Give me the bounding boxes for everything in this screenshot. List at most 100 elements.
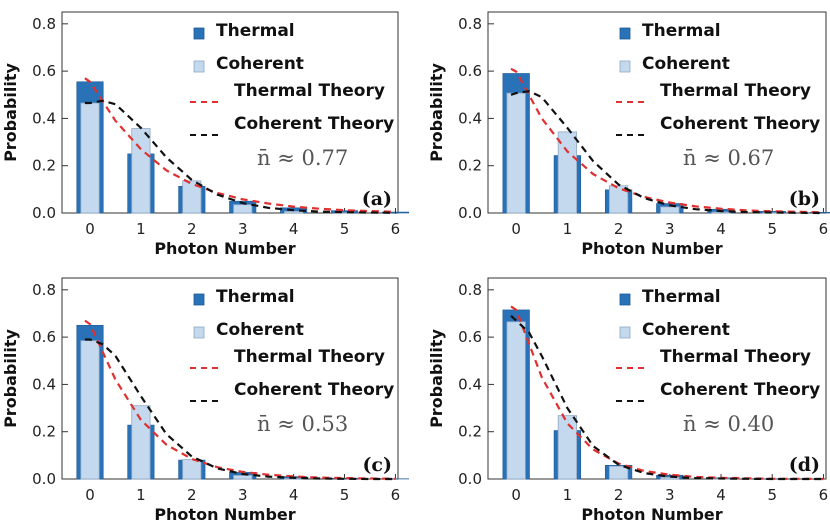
coherent-bar <box>182 180 202 214</box>
legend-entry: Thermal <box>642 21 721 41</box>
coherent-bar <box>182 459 202 480</box>
x-tick-label: 2 <box>187 220 197 238</box>
x-tick-label: 6 <box>391 486 401 504</box>
x-tick-label: 3 <box>665 220 675 238</box>
coherent-bar <box>608 465 629 480</box>
legend-swatch <box>193 293 205 306</box>
x-tick-label: 1 <box>136 220 146 238</box>
y-axis-label: Probability <box>427 63 446 162</box>
x-tick-label: 5 <box>340 220 350 238</box>
legend-entry: Coherent <box>642 54 730 74</box>
x-tick-label: 1 <box>563 486 573 504</box>
coherent-bar <box>660 476 680 480</box>
panel-1: 0.0 0.2 0.4 0.6 0.8 0 1 2 3 4 5 6 Photon Number Proba… <box>427 11 830 258</box>
coherent-bar <box>233 475 253 480</box>
thermal-bar <box>809 211 830 214</box>
panel-label: (a) <box>362 188 392 210</box>
legend-entry: Coherent Theory <box>660 380 820 400</box>
legend-entry: Coherent Theory <box>234 114 394 134</box>
legend-entry: Thermal Theory <box>234 347 385 367</box>
y-axis-label: Probability <box>427 329 446 428</box>
y-tick-label: 0.0 <box>458 204 482 222</box>
coherent-bar <box>506 321 526 480</box>
x-tick-label: 6 <box>819 220 829 238</box>
x-tick-label: 0 <box>85 486 95 504</box>
x-tick-label: 3 <box>238 220 248 238</box>
legend: Thermal Coherent Thermal Theory Coherent Th… <box>190 287 394 402</box>
x-tick-label: 2 <box>187 486 197 504</box>
x-tick-label: 2 <box>614 486 624 504</box>
y-axis-label: Probability <box>1 63 20 162</box>
plot-frame <box>61 11 399 214</box>
legend-entry: Thermal <box>216 21 295 41</box>
y-tick-label: 0.2 <box>458 423 482 441</box>
panel-label: (b) <box>789 188 820 210</box>
legend-swatch <box>619 60 631 73</box>
legend-swatch <box>193 27 205 40</box>
panel-3: 0.0 0.2 0.4 0.6 0.8 0 1 2 3 4 5 6 Photon Number Proba… <box>427 277 829 524</box>
x-tick-label: 3 <box>238 486 248 504</box>
legend-swatch <box>193 326 205 339</box>
x-tick-label: 6 <box>391 220 401 238</box>
legend-entry: Coherent Theory <box>234 380 394 400</box>
thermal-theory-line <box>510 67 824 214</box>
legend-swatch <box>619 326 631 339</box>
y-tick-label: 0.0 <box>458 470 482 488</box>
y-tick-label: 0.4 <box>32 109 56 127</box>
y-tick-label: 0.2 <box>32 157 56 175</box>
x-tick-label: 1 <box>563 220 573 238</box>
coherent-bar <box>131 128 151 214</box>
thermal-theory-line <box>510 305 824 481</box>
y-axis-label: Probability <box>1 329 20 428</box>
coherent-bar <box>80 102 100 214</box>
x-tick-label: 3 <box>665 486 675 504</box>
panel-label: (d) <box>789 454 820 476</box>
x-tick-label: 4 <box>289 486 299 504</box>
legend-entry: Thermal <box>642 287 721 307</box>
x-tick-label: 0 <box>511 220 521 238</box>
legend-swatch <box>193 60 205 73</box>
coherent-theory-line <box>84 338 396 481</box>
legend-entry: Thermal <box>216 287 295 307</box>
x-tick-label: 6 <box>819 486 829 504</box>
panel-2: 0.0 0.2 0.4 0.6 0.8 0 1 2 3 4 5 6 Photon Number Proba… <box>1 277 409 524</box>
coherent-bar <box>557 131 577 214</box>
legend-entry: Thermal Theory <box>234 81 385 101</box>
legend-entry: Coherent <box>216 54 304 74</box>
x-axis-label: Photon Number <box>581 505 722 524</box>
legend-entry: Coherent Theory <box>660 114 820 134</box>
coherent-bar <box>284 210 304 214</box>
x-tick-label: 0 <box>511 486 521 504</box>
coherent-theory-line <box>84 99 396 214</box>
coherent-bar <box>80 340 100 480</box>
y-tick-label: 0.6 <box>458 328 482 346</box>
plot-frame <box>61 277 399 480</box>
y-tick-label: 0.8 <box>32 15 56 33</box>
coherent-bar <box>557 415 577 480</box>
x-tick-label: 4 <box>716 486 726 504</box>
x-tick-label: 4 <box>716 220 726 238</box>
y-tick-label: 0.6 <box>458 62 482 80</box>
y-tick-label: 0.2 <box>32 423 56 441</box>
mean-photon-annotation: n̄ ≈ 0.53 <box>257 412 348 436</box>
legend-swatch <box>619 27 631 40</box>
legend-entry: Thermal Theory <box>660 81 811 101</box>
mean-photon-annotation: n̄ ≈ 0.77 <box>257 146 348 170</box>
y-tick-label: 0.2 <box>458 157 482 175</box>
x-tick-label: 4 <box>289 220 299 238</box>
coherent-bar <box>233 204 253 214</box>
legend-entry: Coherent <box>642 320 730 340</box>
y-tick-label: 0.8 <box>458 15 482 33</box>
coherent-bar <box>506 92 526 214</box>
y-tick-label: 0.8 <box>458 281 482 299</box>
x-tick-label: 1 <box>136 486 146 504</box>
legend: Thermal Coherent Thermal Theory Coherent Th… <box>190 21 394 136</box>
y-tick-label: 0.6 <box>32 62 56 80</box>
panel-0: 0.0 0.2 0.4 0.6 0.8 0 1 2 3 4 5 6 Photon Number Proba… <box>1 11 409 258</box>
x-axis-label: Photon Number <box>581 239 722 258</box>
y-tick-label: 0.0 <box>32 204 56 222</box>
legend: Thermal Coherent Thermal Theory Coherent Th… <box>616 287 820 402</box>
x-tick-label: 5 <box>767 220 777 238</box>
x-axis-label: Photon Number <box>154 505 295 524</box>
